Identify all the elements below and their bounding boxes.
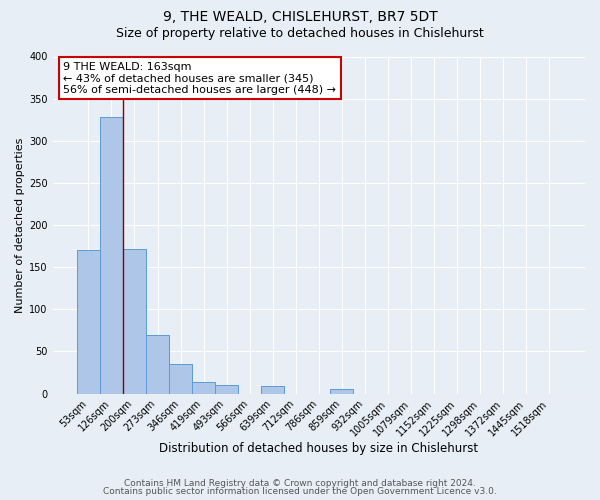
Bar xyxy=(146,334,169,394)
Text: 9 THE WEALD: 163sqm
← 43% of detached houses are smaller (345)
56% of semi-detac: 9 THE WEALD: 163sqm ← 43% of detached ho… xyxy=(63,62,336,95)
Bar xyxy=(77,250,100,394)
Text: Size of property relative to detached houses in Chislehurst: Size of property relative to detached ho… xyxy=(116,28,484,40)
Bar xyxy=(100,117,123,394)
Text: Contains public sector information licensed under the Open Government Licence v3: Contains public sector information licen… xyxy=(103,487,497,496)
Bar xyxy=(123,248,146,394)
Bar xyxy=(331,390,353,394)
X-axis label: Distribution of detached houses by size in Chislehurst: Distribution of detached houses by size … xyxy=(159,442,478,455)
Bar xyxy=(169,364,192,394)
Bar xyxy=(192,382,215,394)
Text: 9, THE WEALD, CHISLEHURST, BR7 5DT: 9, THE WEALD, CHISLEHURST, BR7 5DT xyxy=(163,10,437,24)
Bar xyxy=(261,386,284,394)
Y-axis label: Number of detached properties: Number of detached properties xyxy=(15,138,25,313)
Bar xyxy=(215,385,238,394)
Text: Contains HM Land Registry data © Crown copyright and database right 2024.: Contains HM Land Registry data © Crown c… xyxy=(124,478,476,488)
